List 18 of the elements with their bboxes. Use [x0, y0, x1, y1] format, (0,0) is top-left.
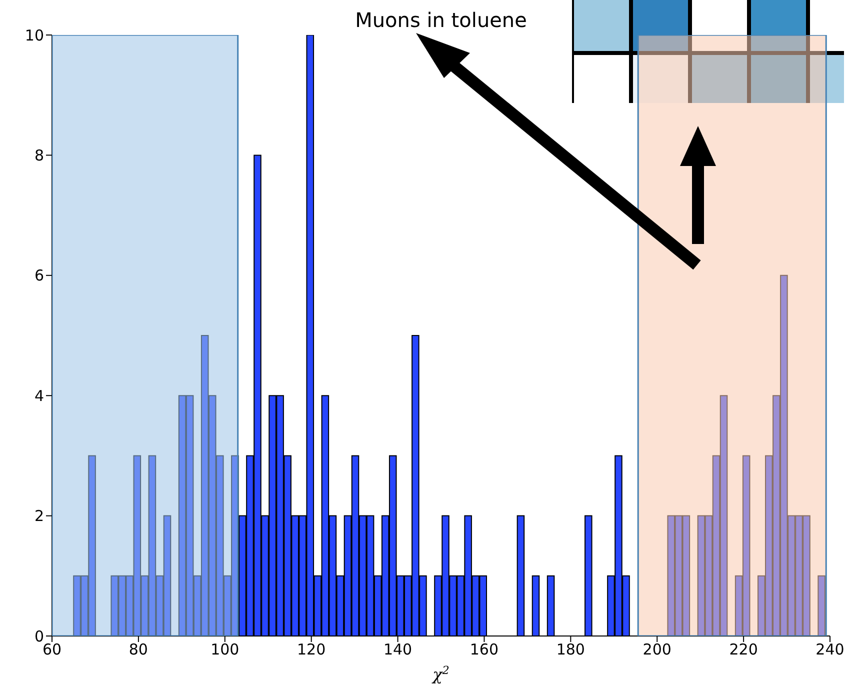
y-tick-label: 2: [34, 507, 44, 526]
x-axis-title: χ$^{2}$: [432, 664, 450, 684]
y-tick-label: 0: [34, 627, 44, 646]
y-tick-label: 4: [34, 386, 44, 405]
x-tick-label: 200: [642, 640, 672, 659]
x-tick-label: 60: [42, 640, 62, 659]
x-tick-label: 240: [816, 640, 844, 659]
y-tick-label: 8: [34, 146, 44, 165]
y-tick-label: 10: [24, 26, 44, 44]
x-tick-label: 180: [556, 640, 585, 659]
x-tick-label: 140: [383, 640, 412, 659]
x-tick-label: 120: [297, 640, 326, 659]
x-tick-label: 160: [470, 640, 499, 659]
x-tick-label: 220: [729, 640, 758, 659]
chart-title: Muons in toluene: [354, 8, 528, 32]
x-tick-label: 100: [210, 640, 240, 659]
x-tick-label: 80: [128, 640, 148, 659]
y-tick-label: 6: [34, 266, 44, 285]
